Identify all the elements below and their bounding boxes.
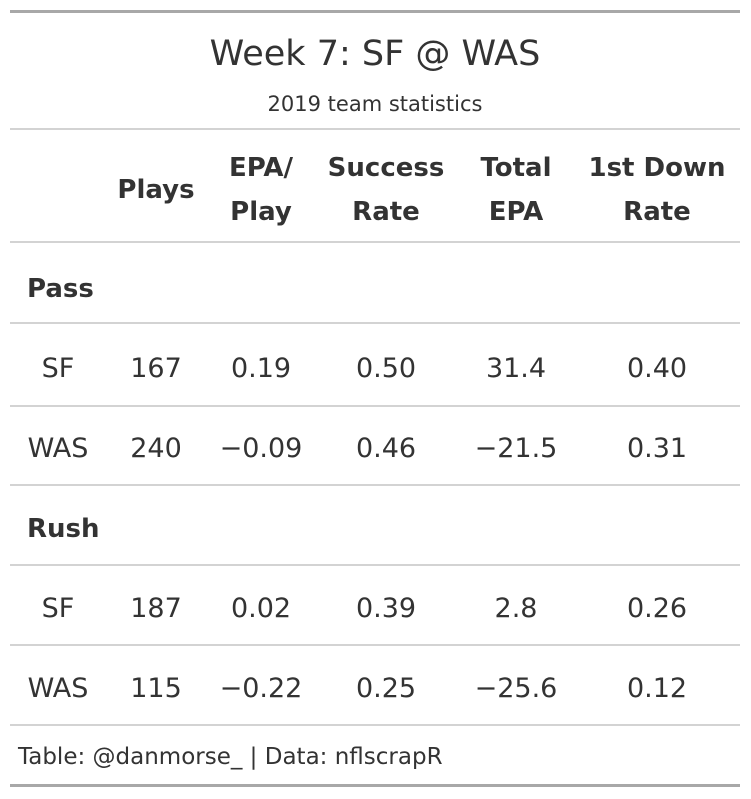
cell-team: WAS bbox=[27, 433, 89, 464]
cell-epa-play: −0.22 bbox=[219, 673, 303, 704]
row-rule bbox=[10, 484, 740, 486]
cell-plays: 167 bbox=[130, 353, 182, 384]
cell-epa-play: 0.19 bbox=[230, 353, 292, 384]
cell-team: SF bbox=[41, 353, 75, 384]
cell-first-down-rate: 0.12 bbox=[626, 673, 688, 704]
cell-epa-play: 0.02 bbox=[230, 593, 292, 624]
cell-success-rate: 0.39 bbox=[355, 593, 417, 624]
row-rule bbox=[10, 405, 740, 407]
cell-success-rate: 0.46 bbox=[355, 433, 417, 464]
cell-total-epa: 2.8 bbox=[494, 593, 538, 624]
cell-team: SF bbox=[41, 593, 75, 624]
table-bottom-border bbox=[10, 784, 740, 787]
cell-success-rate: 0.25 bbox=[355, 673, 417, 704]
cell-plays: 187 bbox=[130, 593, 182, 624]
column-header-first-down-rate-line1: 1st Down bbox=[588, 153, 726, 183]
group-rule-rush bbox=[10, 564, 740, 566]
cell-team: WAS bbox=[27, 673, 89, 704]
table-top-rule bbox=[10, 10, 740, 13]
column-header-total-epa-line1: Total bbox=[480, 153, 552, 183]
column-header-total-epa-line2: EPA bbox=[488, 197, 544, 227]
group-rule-pass bbox=[10, 322, 740, 324]
header-bottom-rule bbox=[10, 241, 740, 243]
cell-total-epa: −21.5 bbox=[474, 433, 558, 464]
table-subtitle: 2019 team statistics bbox=[267, 92, 483, 116]
cell-total-epa: −25.6 bbox=[474, 673, 558, 704]
row-rule bbox=[10, 644, 740, 646]
column-header-plays: Plays bbox=[117, 175, 195, 205]
column-header-first-down-rate-line2: Rate bbox=[623, 197, 691, 227]
cell-epa-play: −0.09 bbox=[219, 433, 303, 464]
column-header-success-rate-line2: Rate bbox=[352, 197, 420, 227]
column-header-success-rate-line1: Success bbox=[327, 153, 445, 183]
group-label-pass: Pass bbox=[27, 274, 94, 304]
cell-first-down-rate: 0.40 bbox=[626, 353, 688, 384]
column-header-epa-play-line2: Play bbox=[230, 197, 292, 227]
cell-total-epa: 31.4 bbox=[485, 353, 547, 384]
cell-plays: 240 bbox=[130, 433, 182, 464]
table-bottom-rule bbox=[10, 724, 740, 726]
cell-success-rate: 0.50 bbox=[355, 353, 417, 384]
stats-table: Week 7: SF @ WAS 2019 team statistics Pl… bbox=[10, 10, 740, 788]
group-label-rush: Rush bbox=[27, 514, 100, 544]
header-top-rule bbox=[10, 128, 740, 130]
table-title: Week 7: SF @ WAS bbox=[209, 34, 541, 74]
cell-first-down-rate: 0.31 bbox=[626, 433, 688, 464]
column-header-epa-play-line1: EPA/ bbox=[228, 153, 294, 183]
cell-first-down-rate: 0.26 bbox=[626, 593, 688, 624]
source-note: Table: @danmorse_ | Data: nflscrapR bbox=[18, 744, 443, 770]
cell-plays: 115 bbox=[130, 673, 182, 704]
